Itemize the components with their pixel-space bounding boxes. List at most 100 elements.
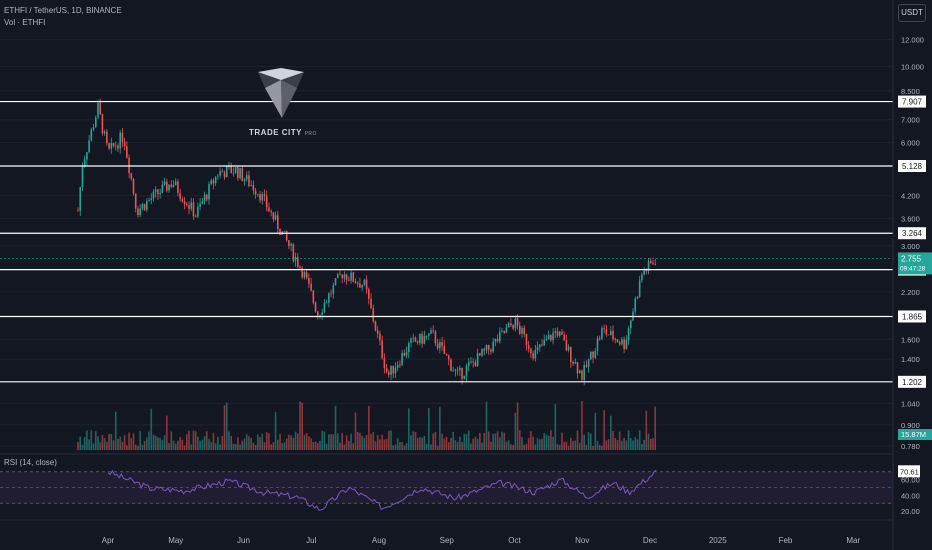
candle-body bbox=[410, 338, 412, 343]
candle-body bbox=[290, 244, 292, 246]
volume-bar bbox=[447, 442, 450, 450]
level-badge bbox=[898, 375, 926, 388]
candle-body bbox=[261, 194, 264, 201]
volume-bar bbox=[197, 436, 199, 450]
candle-body bbox=[221, 171, 224, 173]
candle-body bbox=[572, 361, 574, 364]
candle-body bbox=[232, 172, 235, 174]
candle-body bbox=[403, 353, 406, 356]
candle-body bbox=[470, 361, 472, 363]
volume-bar bbox=[245, 434, 248, 450]
volume-bar bbox=[361, 435, 363, 450]
volume-bar bbox=[499, 437, 501, 450]
candle-body bbox=[483, 349, 486, 351]
candle-body bbox=[578, 370, 581, 374]
volume-bar bbox=[332, 434, 335, 450]
volume-bar bbox=[79, 436, 82, 450]
volume-bar bbox=[592, 445, 594, 450]
currency-button[interactable]: USDT bbox=[898, 4, 926, 22]
candle-body bbox=[647, 260, 650, 271]
volume-bar bbox=[621, 440, 623, 450]
volume-bar bbox=[185, 434, 188, 450]
volume-bar bbox=[321, 430, 324, 450]
volume-bar bbox=[225, 402, 228, 450]
volume-bar bbox=[585, 444, 588, 450]
candle-body bbox=[516, 318, 519, 326]
volume-bar bbox=[83, 437, 86, 450]
candle-body bbox=[110, 143, 113, 149]
candle-body bbox=[172, 185, 175, 187]
volume-bar bbox=[563, 441, 565, 450]
candle-body bbox=[379, 333, 381, 341]
volume-bar bbox=[638, 430, 641, 450]
price-tick-label: 3.600 bbox=[901, 215, 920, 224]
candle-body bbox=[81, 166, 84, 188]
rsi-indicator-label[interactable]: RSI (14, close) bbox=[4, 458, 57, 467]
volume-bar bbox=[121, 441, 124, 450]
price-tick-label: 1.600 bbox=[901, 335, 920, 344]
level-badge bbox=[898, 160, 926, 173]
candle-body bbox=[312, 290, 315, 303]
candle-body bbox=[638, 280, 641, 297]
volume-bar bbox=[365, 434, 368, 450]
volume-bar bbox=[494, 433, 497, 450]
symbol-title[interactable]: ETHFI / TetherUS, 1D, BINANCE bbox=[4, 6, 122, 15]
volume-value: 15.87M bbox=[901, 430, 926, 439]
candle-body bbox=[514, 318, 517, 329]
candle-body bbox=[550, 334, 552, 341]
candle-body bbox=[614, 339, 617, 340]
volume-bar bbox=[430, 444, 432, 450]
volume-bar bbox=[432, 433, 435, 450]
volume-bar bbox=[128, 432, 130, 450]
volume-bar bbox=[77, 442, 79, 450]
volume-bar bbox=[427, 408, 430, 450]
candle-body bbox=[210, 180, 213, 185]
candle-body bbox=[494, 339, 497, 342]
volume-bar bbox=[512, 445, 514, 450]
candle-body bbox=[474, 362, 477, 367]
volume-bar bbox=[541, 438, 543, 450]
volume-bar bbox=[392, 445, 395, 450]
price-tick-label: 10.000 bbox=[901, 63, 924, 72]
volume-bar bbox=[137, 445, 139, 450]
candle-body bbox=[86, 152, 88, 160]
volume-bar bbox=[385, 438, 388, 450]
month-label: May bbox=[168, 536, 183, 545]
candle-body bbox=[607, 334, 610, 336]
volume-bar bbox=[352, 443, 355, 450]
volume-indicator-label[interactable]: Vol · ETHFI bbox=[4, 18, 46, 27]
candle-body bbox=[316, 311, 319, 316]
volume-bar bbox=[534, 444, 537, 450]
candle-body bbox=[203, 194, 206, 202]
level-badge bbox=[898, 95, 926, 108]
level-label: 1.202 bbox=[902, 378, 923, 387]
volume-bar bbox=[310, 438, 312, 450]
candle-body bbox=[330, 293, 332, 295]
candle-body bbox=[114, 145, 117, 147]
candle-body bbox=[538, 344, 541, 348]
month-label: Aug bbox=[372, 536, 386, 545]
volume-bar bbox=[396, 438, 399, 450]
volume-bar bbox=[467, 430, 470, 450]
candle-body bbox=[554, 331, 557, 333]
volume-bar bbox=[645, 410, 648, 450]
candle-body bbox=[383, 358, 386, 368]
volume-bar bbox=[527, 438, 530, 450]
volume-bar bbox=[454, 440, 457, 450]
candle-body bbox=[292, 244, 295, 261]
volume-bar bbox=[538, 439, 541, 450]
volume-bar bbox=[605, 440, 608, 450]
candle-body bbox=[188, 205, 190, 209]
volume-bar bbox=[625, 440, 628, 450]
volume-bar bbox=[263, 442, 266, 450]
candle-body bbox=[419, 333, 421, 343]
candle-body bbox=[99, 102, 102, 115]
volume-bar bbox=[257, 434, 259, 450]
candle-body bbox=[208, 184, 210, 200]
candle-body bbox=[301, 267, 304, 278]
volume-bar bbox=[99, 442, 102, 450]
candle-body bbox=[596, 338, 599, 351]
volume-bar bbox=[647, 433, 650, 450]
volume-bar bbox=[441, 433, 443, 450]
